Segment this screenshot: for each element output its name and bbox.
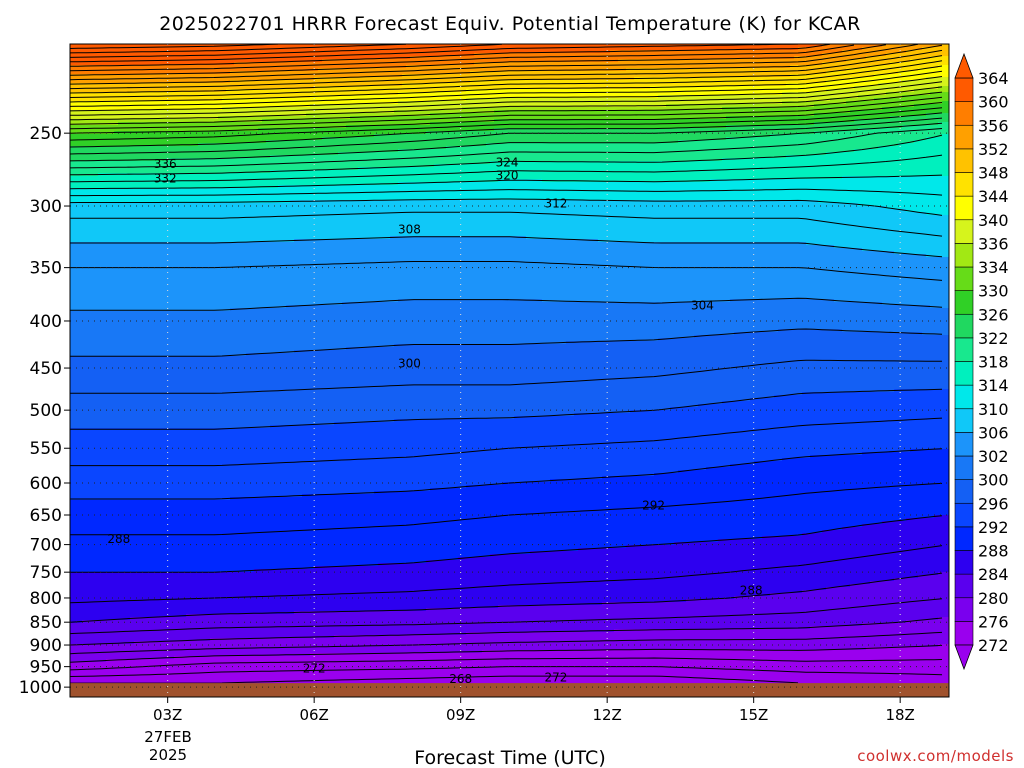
plot-area: 3363323243203123083043002922882882722722… (70, 44, 951, 699)
chart-title: 2025022701 HRRR Forecast Equiv. Potentia… (159, 13, 861, 35)
